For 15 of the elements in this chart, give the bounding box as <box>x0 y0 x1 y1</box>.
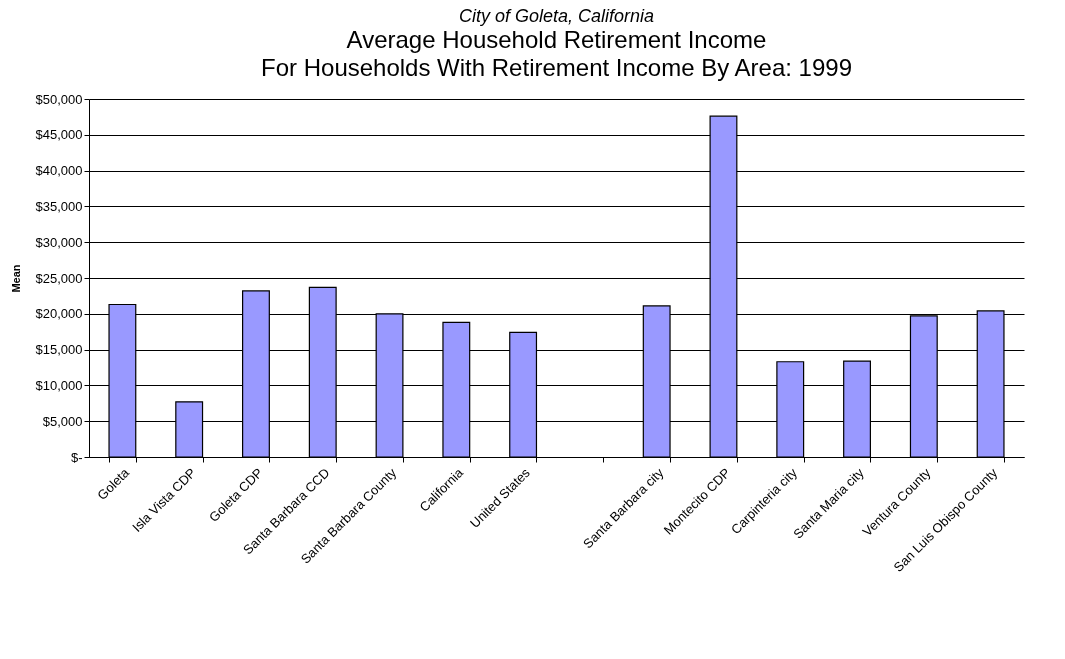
y-tick-label: $40,000 <box>35 163 83 179</box>
y-tick-label: $10,000 <box>35 377 83 393</box>
y-tick-label: $20,000 <box>35 306 83 322</box>
y-tick-label: $5,000 <box>42 413 83 429</box>
y-tick-label: $15,000 <box>35 342 83 358</box>
y-tick-label: $35,000 <box>35 198 83 214</box>
chart-title: City of Goleta, California <box>458 6 655 26</box>
y-tick-label: $25,000 <box>35 270 83 286</box>
y-tick-label: $- <box>70 449 83 465</box>
x-tick-label: Isla Vista CDP <box>129 465 199 535</box>
y-tick-label: $30,000 <box>35 234 83 250</box>
y-axis-title: Mean <box>9 264 22 293</box>
chart-subtitle: Average Household Retirement Income For Households With Retirement Income By Area: 1999 <box>261 26 852 81</box>
y-tick-label: $45,000 <box>35 127 83 143</box>
y-tick-label: $50,000 <box>35 91 83 107</box>
